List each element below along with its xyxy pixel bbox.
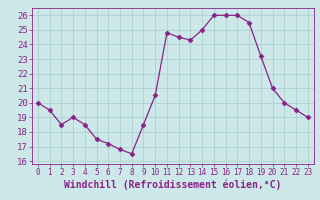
X-axis label: Windchill (Refroidissement éolien,°C): Windchill (Refroidissement éolien,°C) (64, 180, 282, 190)
